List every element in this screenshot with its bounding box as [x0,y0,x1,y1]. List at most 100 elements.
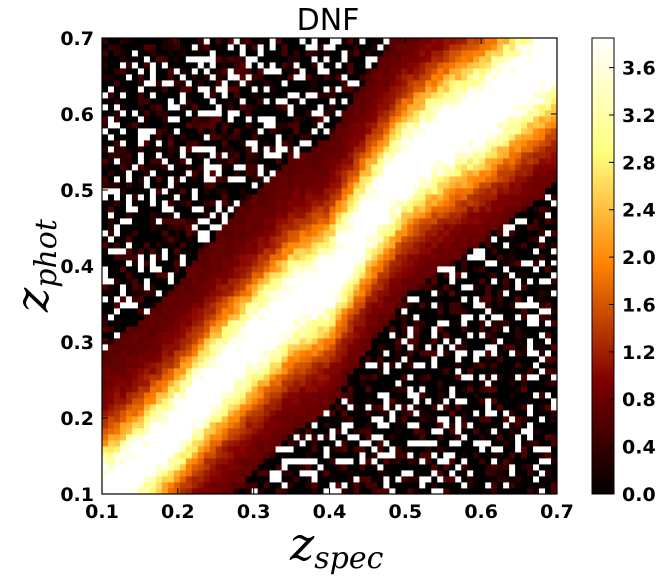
heatmap-cell [365,332,372,339]
heatmap-cell [287,446,294,453]
heatmap-cell [221,422,229,429]
heatmap-cell [227,98,235,105]
heatmap-cell [107,284,115,291]
heatmap-cell [221,428,229,435]
heatmap-cell [551,482,558,489]
heatmap-cell [491,296,498,303]
heatmap-cell [113,272,121,279]
heatmap-cell [125,200,133,207]
heatmap-cell [179,404,187,411]
heatmap-cell [485,338,492,345]
heatmap-cell [467,350,474,357]
heatmap-cell [389,260,396,267]
heatmap-cell [491,320,498,327]
heatmap-cell [311,140,318,147]
heatmap-cell [527,248,534,255]
heatmap-cell [383,122,390,129]
heatmap-cell [353,308,360,315]
heatmap-cell [395,440,402,447]
heatmap-cell [353,260,360,267]
heatmap-cell [167,182,175,189]
heatmap-cell [317,374,324,381]
heatmap-cell [293,326,300,333]
heatmap-cell [113,230,121,237]
heatmap-cell [143,278,151,285]
heatmap-cell [137,104,145,111]
heatmap-cell [503,482,510,489]
heatmap-cell [281,230,288,237]
heatmap-cell [119,470,127,477]
heatmap-cell [401,236,408,243]
heatmap-cell [119,218,127,225]
heatmap-cell [323,218,330,225]
heatmap-cell [149,380,157,387]
heatmap-cell [299,254,306,261]
heatmap-cell [461,158,468,165]
heatmap-cell [509,290,516,297]
heatmap-cell [263,338,271,345]
heatmap-cell [413,140,420,147]
heatmap-cell [545,140,552,147]
heatmap-cell [227,482,235,489]
heatmap-cell [461,152,468,159]
heatmap-cell [263,170,271,177]
heatmap-cell [251,152,259,159]
heatmap-cell [347,116,354,123]
heatmap-cell [425,230,432,237]
heatmap-cell [251,278,259,285]
heatmap-cell [155,212,163,219]
heatmap-cell [113,248,121,255]
heatmap-cell [293,272,300,279]
heatmap-cell [263,158,271,165]
heatmap-cell [401,194,408,201]
heatmap-cell [389,338,396,345]
heatmap-cell [497,206,504,213]
heatmap-cell [359,194,366,201]
heatmap-cell [533,176,540,183]
heatmap-cell [461,200,468,207]
heatmap-cell [263,278,271,285]
heatmap-cell [197,476,205,483]
heatmap-cell [545,170,552,177]
heatmap-cell [359,302,366,309]
heatmap-cell [341,146,348,153]
heatmap-cell [251,362,259,369]
heatmap-cell [401,386,408,393]
heatmap-cell [353,416,360,423]
heatmap-cell [515,332,522,339]
heatmap-cell [383,212,390,219]
heatmap-cell [161,374,169,381]
heatmap-cell [377,206,384,213]
heatmap-cell [515,422,522,429]
heatmap-cell [353,110,360,117]
heatmap-cell [473,362,480,369]
heatmap-cell [215,302,223,309]
heatmap-cell [353,122,360,129]
heatmap-cell [269,434,277,441]
heatmap-cell [473,404,480,411]
heatmap-cell [293,278,300,285]
heatmap-cell [383,110,390,117]
heatmap-cell [431,368,438,375]
heatmap-cell [425,452,432,459]
heatmap-cell [251,182,259,189]
heatmap-cell [353,188,360,195]
heatmap-cell [179,458,187,465]
heatmap-cell [365,146,372,153]
heatmap-cell [203,236,211,243]
heatmap-cell [401,368,408,375]
heatmap-cell [443,182,450,189]
heatmap-cell [347,398,354,405]
heatmap-cell [455,116,462,123]
heatmap-cell [395,206,402,213]
heatmap-cell [239,284,247,291]
heatmap-cell [197,104,205,111]
heatmap-cell [293,284,300,291]
heatmap-cell [137,320,145,327]
heatmap-cell [473,170,480,177]
heatmap-cell [431,488,438,495]
heatmap-cell [389,104,396,111]
heatmap-cell [197,158,205,165]
heatmap-cell [197,434,205,441]
heatmap-cell [467,254,474,261]
